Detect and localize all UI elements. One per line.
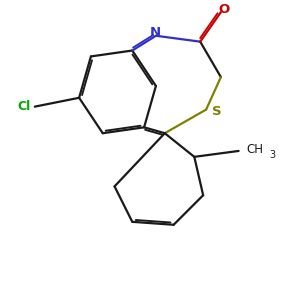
Text: 3: 3 (269, 150, 276, 161)
Text: Cl: Cl (18, 100, 31, 113)
Text: O: O (218, 3, 230, 16)
Text: S: S (212, 105, 221, 118)
Text: CH: CH (246, 143, 263, 156)
Text: N: N (150, 26, 161, 39)
